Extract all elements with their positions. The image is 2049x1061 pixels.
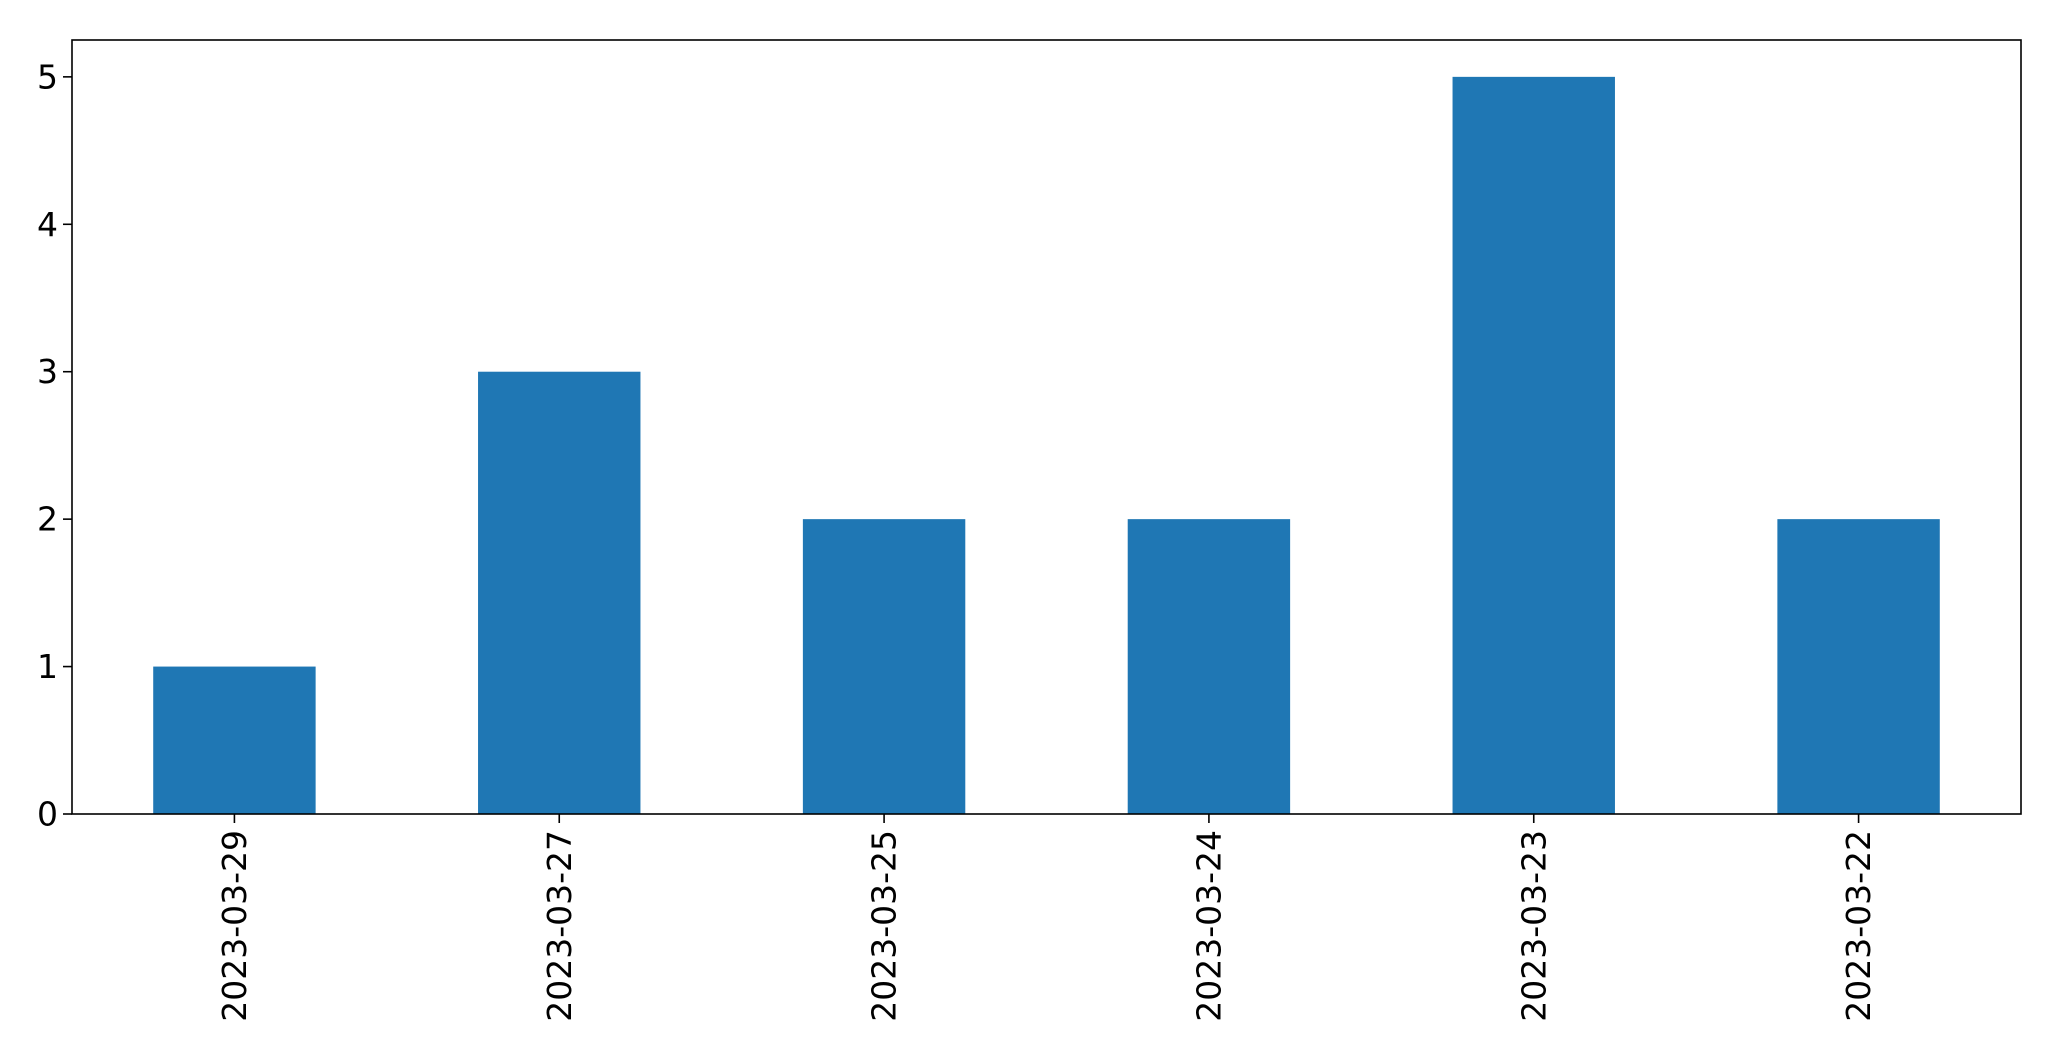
y-axis: 0 1 2 3 4 5	[37, 57, 72, 834]
x-tick-label: 2023-03-24	[1189, 830, 1228, 1022]
bars-layer	[153, 76, 1940, 815]
x-tick-label: 2023-03-25	[865, 830, 904, 1022]
y-tick-label: 3	[37, 352, 58, 391]
bar-2023-03-23	[1452, 76, 1615, 815]
x-tick-label: 2023-03-29	[215, 830, 254, 1022]
y-tick-label: 5	[37, 57, 58, 96]
bar-2023-03-22	[1777, 519, 1940, 814]
bar-2023-03-24	[1127, 519, 1291, 814]
y-tick-label: 4	[37, 205, 58, 244]
x-tick-label: 2023-03-22	[1839, 830, 1878, 1022]
plot-frame	[71, 39, 2022, 815]
y-tick-label: 1	[37, 647, 58, 686]
bar-2023-03-29	[153, 666, 316, 814]
bar-2023-03-25	[802, 519, 966, 814]
x-tick-label: 2023-03-23	[1514, 830, 1553, 1022]
x-axis: 2023-03-29 2023-03-27 2023-03-25 2023-03-24…	[215, 814, 1878, 1022]
y-tick-label: 0	[37, 795, 58, 834]
y-tick-label: 2	[37, 500, 58, 539]
x-tick-label: 2023-03-27	[540, 830, 579, 1022]
bar-2023-03-27	[478, 371, 641, 814]
